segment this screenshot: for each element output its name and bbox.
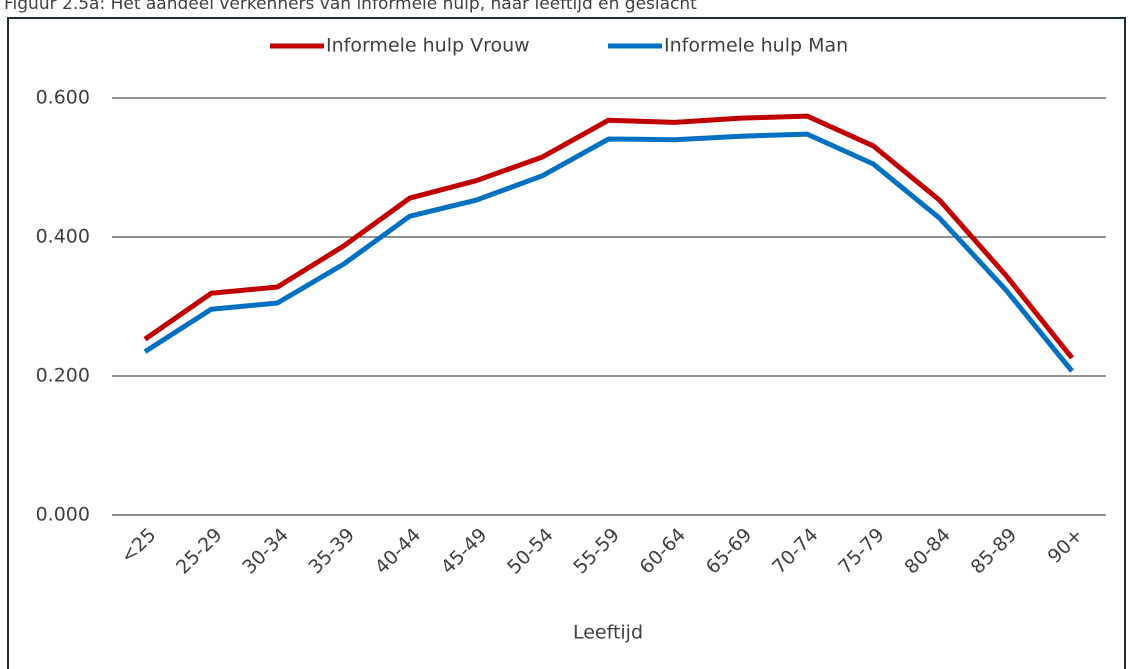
x-tick-label: 90+: [1044, 524, 1088, 568]
x-tick-label: 80-84: [900, 524, 955, 579]
chart-title: Figuur 2.5a: Het aandeel verkenners van …: [4, 0, 697, 14]
y-tick-label: 0.400: [36, 226, 90, 248]
x-tick-label: 65-69: [702, 524, 757, 579]
legend-label: Informele hulp Vrouw: [326, 35, 530, 57]
x-tick-label: 45-49: [437, 524, 492, 579]
x-tick-label: 60-64: [636, 524, 691, 579]
y-tick-label: 0.600: [36, 87, 90, 109]
x-axis-label: Leeftijd: [573, 622, 643, 644]
frame: [7, 17, 1126, 669]
x-tick-label: 55-59: [569, 524, 624, 579]
series-line: [143, 131, 1074, 373]
x-tick-label: 70-74: [768, 524, 823, 579]
x-tick-label: 50-54: [503, 524, 558, 579]
x-tick-label: 75-79: [834, 524, 889, 579]
x-tick-label: 35-39: [304, 524, 359, 579]
series-line: [143, 113, 1074, 360]
x-tick-label: <25: [117, 524, 161, 568]
x-tick-label: 40-44: [371, 524, 426, 579]
y-tick-label: 0.000: [36, 504, 90, 526]
legend-label: Informele hulp Man: [664, 35, 848, 57]
x-tick-label: 30-34: [238, 524, 293, 579]
x-tick-label: 25-29: [172, 524, 227, 579]
x-tick-label: 85-89: [967, 524, 1022, 579]
y-tick-label: 0.200: [36, 365, 90, 387]
